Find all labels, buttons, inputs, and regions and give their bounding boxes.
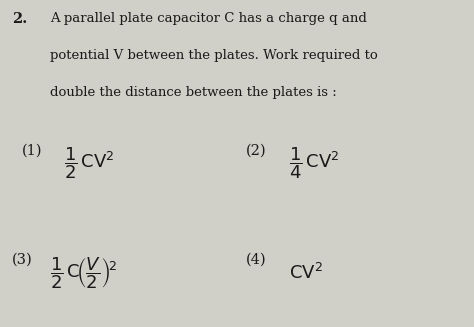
Text: (1): (1)	[21, 144, 42, 158]
Text: double the distance between the plates is :: double the distance between the plates i…	[50, 86, 337, 99]
Text: $\dfrac{1}{2}\,\mathrm{CV}^{2}$: $\dfrac{1}{2}\,\mathrm{CV}^{2}$	[64, 146, 114, 181]
Text: (2): (2)	[246, 144, 267, 158]
Text: A parallel plate capacitor C has a charge q and: A parallel plate capacitor C has a charg…	[50, 12, 366, 26]
Text: (3): (3)	[12, 253, 33, 267]
Text: 2.: 2.	[12, 12, 27, 26]
Text: $\mathrm{CV}^{2}$: $\mathrm{CV}^{2}$	[289, 263, 322, 283]
Text: $\dfrac{1}{4}\,\mathrm{CV}^{2}$: $\dfrac{1}{4}\,\mathrm{CV}^{2}$	[289, 146, 339, 181]
Text: $\dfrac{1}{2}\,\mathrm{C}\!\left(\dfrac{V}{2}\right)^{\!2}$: $\dfrac{1}{2}\,\mathrm{C}\!\left(\dfrac{…	[50, 255, 117, 291]
Text: potential V between the plates. Work required to: potential V between the plates. Work req…	[50, 49, 377, 62]
Text: (4): (4)	[246, 253, 267, 267]
